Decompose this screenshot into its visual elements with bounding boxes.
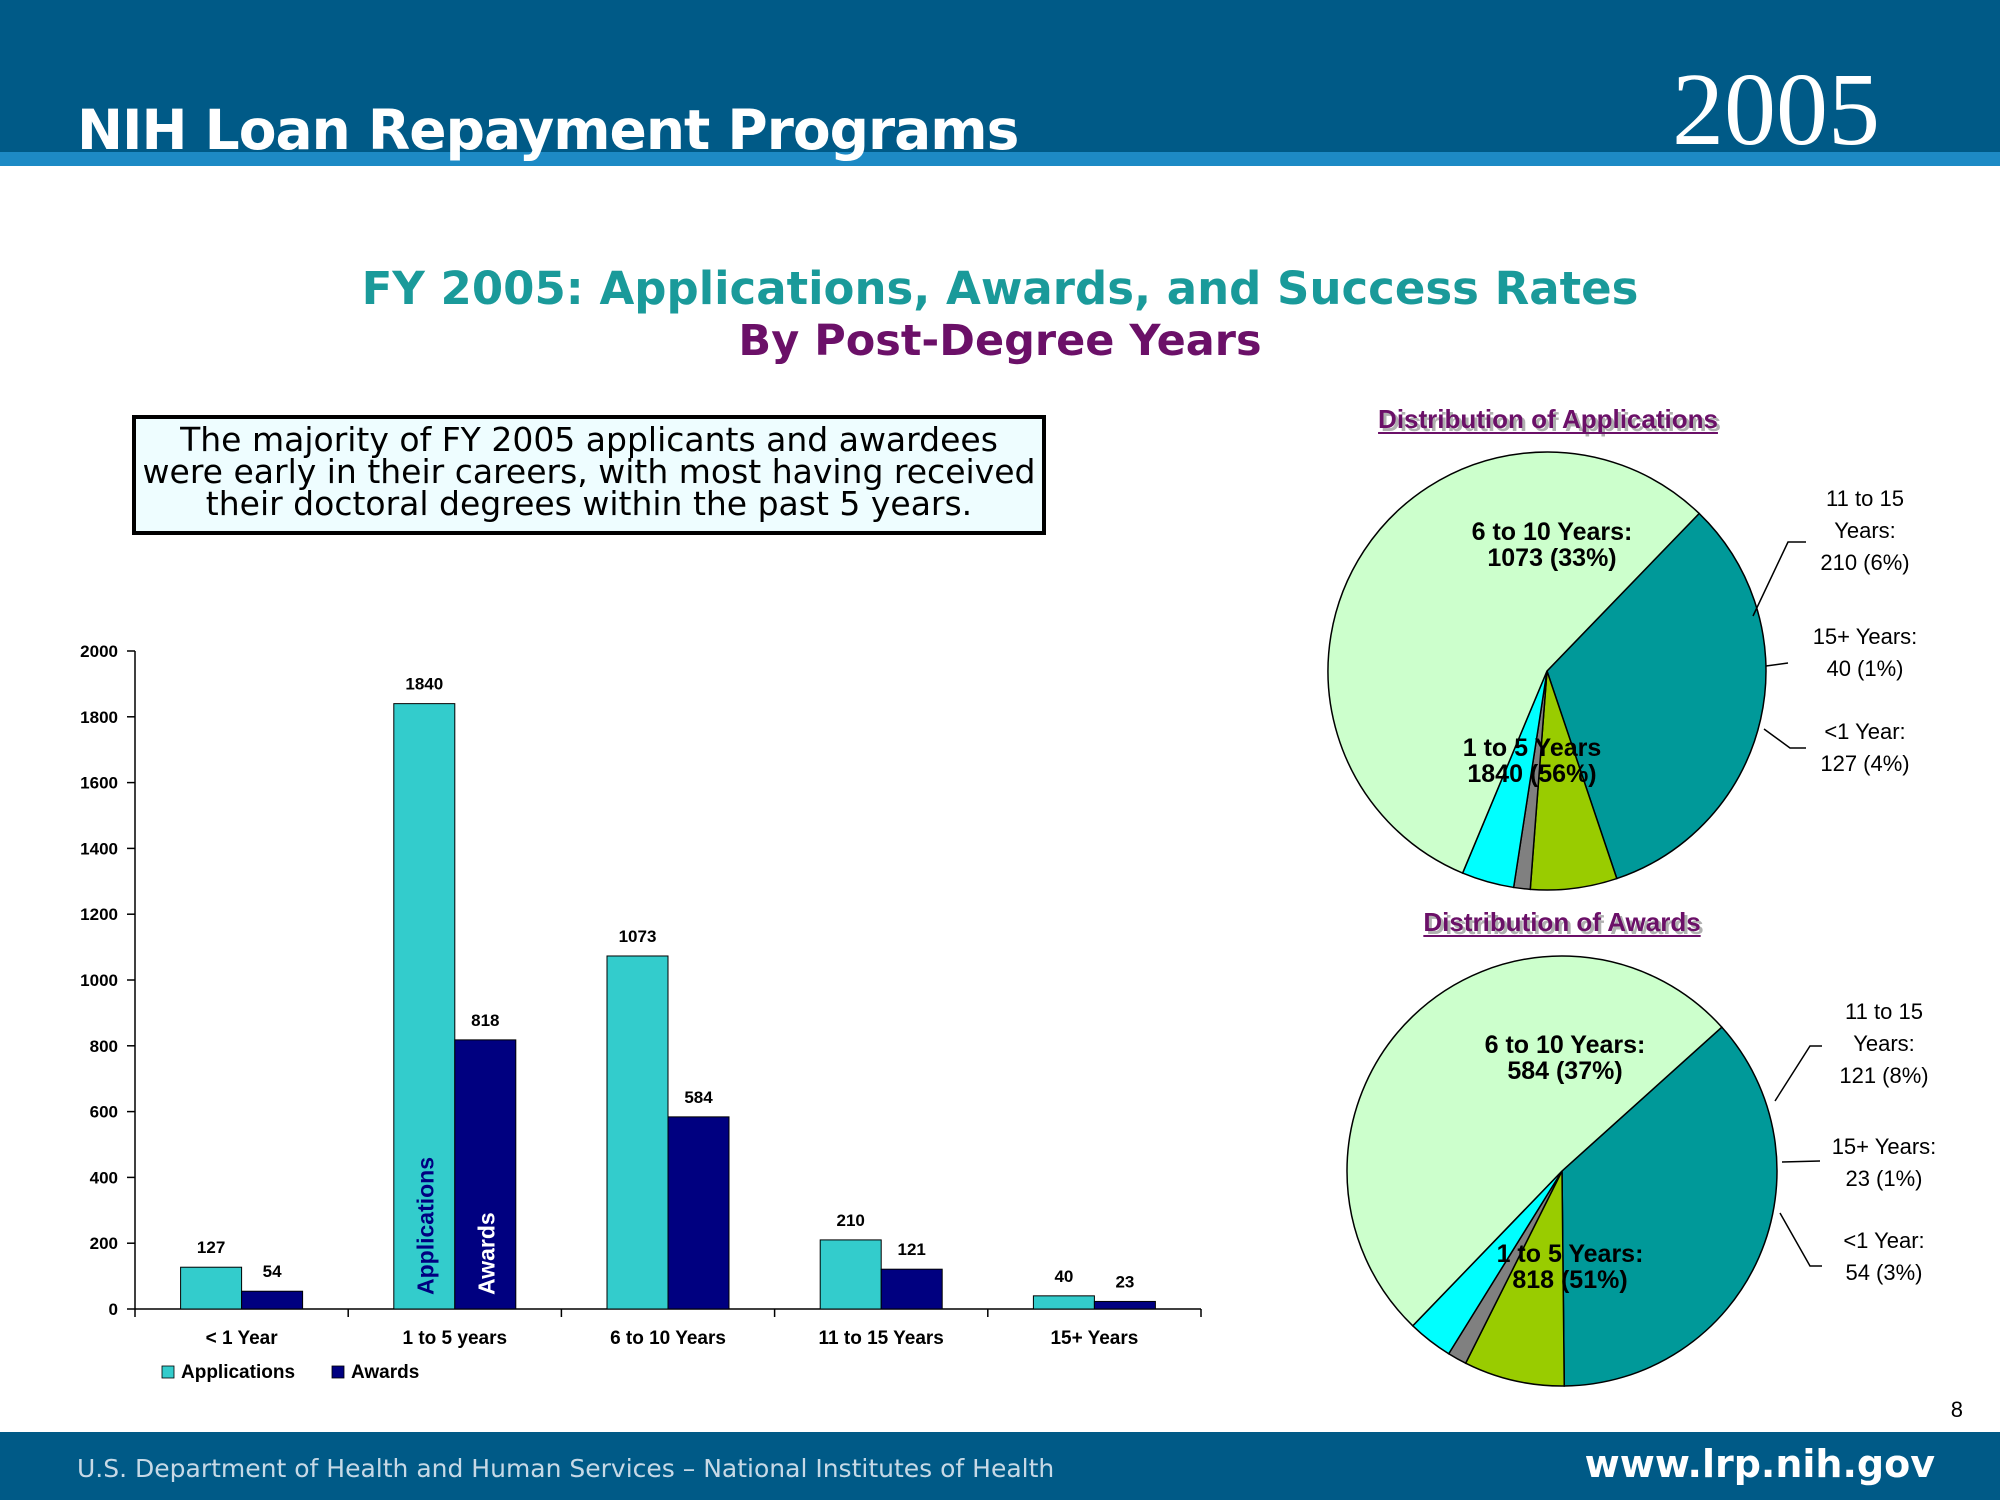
- x-tick-label: 11 to 15 Years: [819, 1328, 944, 1349]
- pie-slice-label: 818 (51%): [1512, 1266, 1627, 1294]
- applications-bar: [393, 703, 456, 1310]
- y-tick-label: 1600: [80, 774, 118, 793]
- awards-bar: [454, 1039, 517, 1310]
- header-stripe: [0, 152, 2000, 166]
- pie-slice-label: 6 to 10 Years:: [1472, 518, 1633, 546]
- in-bar-label: Awards: [473, 1212, 499, 1295]
- pie-slice-label: 127 (4%): [1820, 751, 1909, 776]
- y-tick-label: 800: [90, 1037, 118, 1056]
- x-tick-label: < 1 Year: [206, 1328, 279, 1349]
- y-tick-label: 600: [90, 1103, 118, 1122]
- bar-data-label: 40: [1054, 1267, 1073, 1286]
- pie-leader-line: [1779, 1212, 1822, 1267]
- pie-slice: [1346, 955, 1723, 1327]
- pie-slice-label: 11 to 15: [1845, 999, 1923, 1024]
- applications-bar: [180, 1266, 243, 1310]
- y-tick-label: 0: [109, 1300, 118, 1319]
- header-bar: NIH Loan Repayment Programs 2005: [0, 0, 2000, 167]
- x-tick-label: 1 to 5 years: [403, 1328, 508, 1349]
- applications-bar: [606, 955, 669, 1310]
- pie-slice-label: 40 (1%): [1826, 656, 1903, 681]
- pie-title: Distribution of Awards: [1423, 907, 1700, 937]
- pie-charts: Distribution of Applications Distribution…: [1327, 404, 1937, 1387]
- y-tick-label: 1000: [80, 971, 118, 990]
- pie-slice-label: 1840 (56%): [1467, 760, 1596, 788]
- awards-bar: [880, 1268, 943, 1310]
- header-year: 2005: [1672, 52, 1880, 167]
- x-tick-label: 15+ Years: [1050, 1328, 1138, 1349]
- header-title: NIH Loan Repayment Programs: [77, 98, 1019, 162]
- in-bar-label: Applications: [412, 1157, 438, 1295]
- callout-box: The majority of FY 2005 applicants and a…: [132, 415, 1046, 535]
- pie-leader-line: [1752, 541, 1806, 617]
- callout-line: their doctoral degrees within the past 5…: [205, 484, 973, 523]
- footer-website-link[interactable]: www.lrp.nih.gov: [1584, 1442, 1935, 1486]
- bar-chart: 0 200 400 600 800 1000 1200 1400 1600 1800 2000 < 1…: [80, 642, 1202, 1383]
- legend-label: Applications: [181, 1362, 295, 1383]
- awards-bar: [1093, 1300, 1156, 1310]
- pie-slice-label: 584 (37%): [1507, 1057, 1622, 1085]
- footer-bar: U.S. Department of Health and Human Serv…: [0, 1432, 2000, 1500]
- bar-data-label: 121: [898, 1240, 926, 1259]
- awards-bar: [241, 1290, 304, 1310]
- bar-data-label: 54: [263, 1262, 282, 1281]
- bar-data-label: 1073: [619, 927, 657, 946]
- pie-slice-label: <1 Year:: [1843, 1228, 1924, 1253]
- pie-slice-label: 11 to 15: [1826, 486, 1904, 511]
- footer-agency-text: U.S. Department of Health and Human Serv…: [77, 1454, 1055, 1483]
- y-tick-label: 1200: [80, 905, 118, 924]
- bar-data-label: 127: [197, 1238, 225, 1257]
- bar-data-label: 818: [471, 1011, 499, 1030]
- pie-leader-line: [1781, 1160, 1821, 1163]
- pie-slice: [1327, 451, 1701, 875]
- y-tick-label: 200: [90, 1234, 118, 1253]
- pie-slice-label: 121 (8%): [1839, 1063, 1928, 1088]
- page-number: 8: [1950, 1397, 1963, 1422]
- callout-line: The majority of FY 2005 applicants and a…: [180, 420, 998, 459]
- pie-slice-label: 23 (1%): [1845, 1166, 1922, 1191]
- callout-line: were early in their careers, with most h…: [142, 452, 1036, 491]
- applications-bar: [819, 1239, 882, 1310]
- legend-swatch-applications: [161, 1365, 175, 1379]
- pie-title: Distribution of Applications: [1378, 404, 1718, 434]
- slide-title: FY 2005: Applications, Awards, and Succe…: [361, 262, 1639, 315]
- pie-slice-label: 15+ Years:: [1813, 624, 1918, 649]
- pie-slice-label: 1 to 5 Years: [1463, 734, 1602, 762]
- y-tick-label: 1400: [80, 839, 118, 858]
- pie-slice-label: 54 (3%): [1845, 1260, 1922, 1285]
- bar-data-label: 210: [837, 1211, 865, 1230]
- legend-label: Awards: [351, 1362, 419, 1383]
- bar-data-label: 23: [1115, 1272, 1134, 1291]
- x-tick-label: 6 to 10 Years: [610, 1328, 726, 1349]
- pie-slice-label: 1073 (33%): [1487, 544, 1616, 572]
- pie-leader-line: [1774, 1045, 1822, 1102]
- pie-slice-label: Years:: [1834, 518, 1896, 543]
- pie-slice-label: 210 (6%): [1820, 550, 1909, 575]
- bar-data-label: 1840: [405, 675, 443, 694]
- pie-slice-label: <1 Year:: [1824, 719, 1905, 744]
- pie-slice: [1561, 1026, 1778, 1387]
- awards-bar: [667, 1116, 730, 1310]
- legend-swatch-awards: [331, 1365, 345, 1379]
- bar-data-label: 584: [684, 1088, 713, 1107]
- pie-leader-line: [1765, 662, 1789, 667]
- applications-bar: [1032, 1295, 1095, 1310]
- slide-subtitle: By Post-Degree Years: [738, 316, 1262, 366]
- y-tick-label: 2000: [80, 642, 118, 661]
- pie-slice: [1464, 1170, 1566, 1387]
- pie-leader-line: [1763, 728, 1806, 749]
- pie-slice: [1546, 512, 1767, 880]
- pie-slice-label: Years:: [1853, 1031, 1915, 1056]
- pie-slice-label: 15+ Years:: [1832, 1134, 1937, 1159]
- pie-slice-label: 6 to 10 Years:: [1485, 1031, 1646, 1059]
- pie-slice-label: 1 to 5 Years:: [1497, 1240, 1644, 1268]
- y-tick-label: 1800: [80, 708, 118, 727]
- y-tick-label: 400: [90, 1168, 118, 1187]
